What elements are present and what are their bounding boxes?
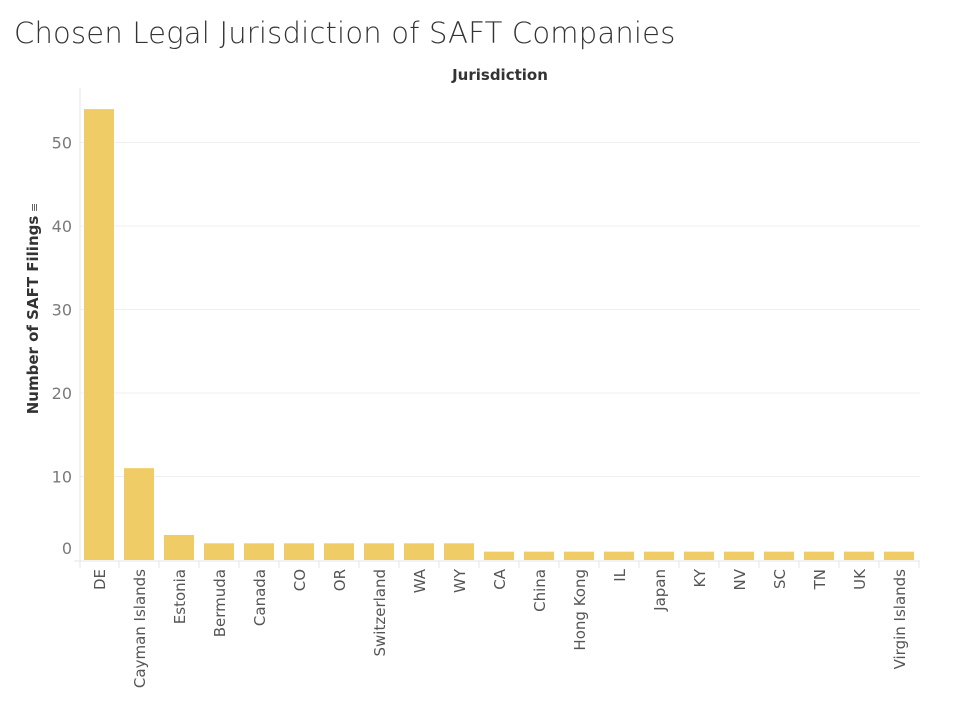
bar-virgin-islands[interactable] [884, 551, 914, 560]
bar-ca[interactable] [484, 551, 514, 560]
x-tick-label: IL [611, 568, 629, 581]
bar-china[interactable] [524, 551, 554, 560]
bar-bermuda[interactable] [204, 543, 234, 560]
bar-switzerland[interactable] [364, 543, 394, 560]
x-tick-label: NV [731, 568, 749, 590]
y-tick-label: 30 [52, 301, 72, 320]
x-tick-label: WA [411, 568, 429, 593]
x-tick-label: TN [811, 569, 829, 590]
x-tick-label: Estonia [171, 569, 189, 624]
x-tick-label: DE [91, 569, 109, 590]
bar-de[interactable] [84, 109, 114, 560]
y-tick-label: 40 [52, 217, 72, 236]
bar-nv[interactable] [724, 551, 754, 560]
x-tick-label: Bermuda [211, 569, 229, 637]
bar-japan[interactable] [644, 551, 674, 560]
x-tick-label: SC [771, 569, 789, 589]
bar-estonia[interactable] [164, 534, 194, 560]
bar-uk[interactable] [844, 551, 874, 560]
x-tick-label: Hong Kong [571, 569, 589, 651]
chart-title: Chosen Legal Jurisdiction of SAFT Compan… [14, 16, 676, 50]
bar-co[interactable] [284, 543, 314, 560]
x-tick-label: WY [451, 568, 469, 593]
x-tick-label: CA [491, 568, 509, 589]
y-tick-label: 20 [52, 384, 72, 403]
y-axis-label: Number of SAFT Filings [24, 216, 42, 415]
bar-cayman-islands[interactable] [124, 468, 154, 560]
x-tick-label: Canada [251, 569, 269, 626]
x-tick-label: Virgin Islands [891, 569, 909, 670]
x-tick-label: Cayman Islands [131, 569, 149, 688]
x-tick-label: UK [851, 568, 869, 590]
y-tick-label: 10 [52, 468, 72, 487]
x-tick-label: Japan [651, 569, 669, 612]
bar-wy[interactable] [444, 543, 474, 560]
bar-canada[interactable] [244, 543, 274, 560]
y-tick-label: 0 [62, 539, 72, 558]
x-tick-label: KY [691, 568, 709, 587]
x-tick-label: CO [291, 569, 309, 591]
bar-sc[interactable] [764, 551, 794, 560]
bar-hong-kong[interactable] [564, 551, 594, 560]
bar-ky[interactable] [684, 551, 714, 560]
bar-or[interactable] [324, 543, 354, 560]
x-tick-label: Switzerland [371, 569, 389, 657]
x-axis-label: Jurisdiction [451, 66, 548, 84]
x-tick-label: China [531, 569, 549, 612]
y-tick-label: 50 [52, 134, 72, 153]
sort-icon[interactable]: ≡ [28, 203, 41, 212]
bar-wa[interactable] [404, 543, 434, 560]
x-tick-label: OR [331, 569, 349, 591]
bar-tn[interactable] [804, 551, 834, 560]
bar-il[interactable] [604, 551, 634, 560]
